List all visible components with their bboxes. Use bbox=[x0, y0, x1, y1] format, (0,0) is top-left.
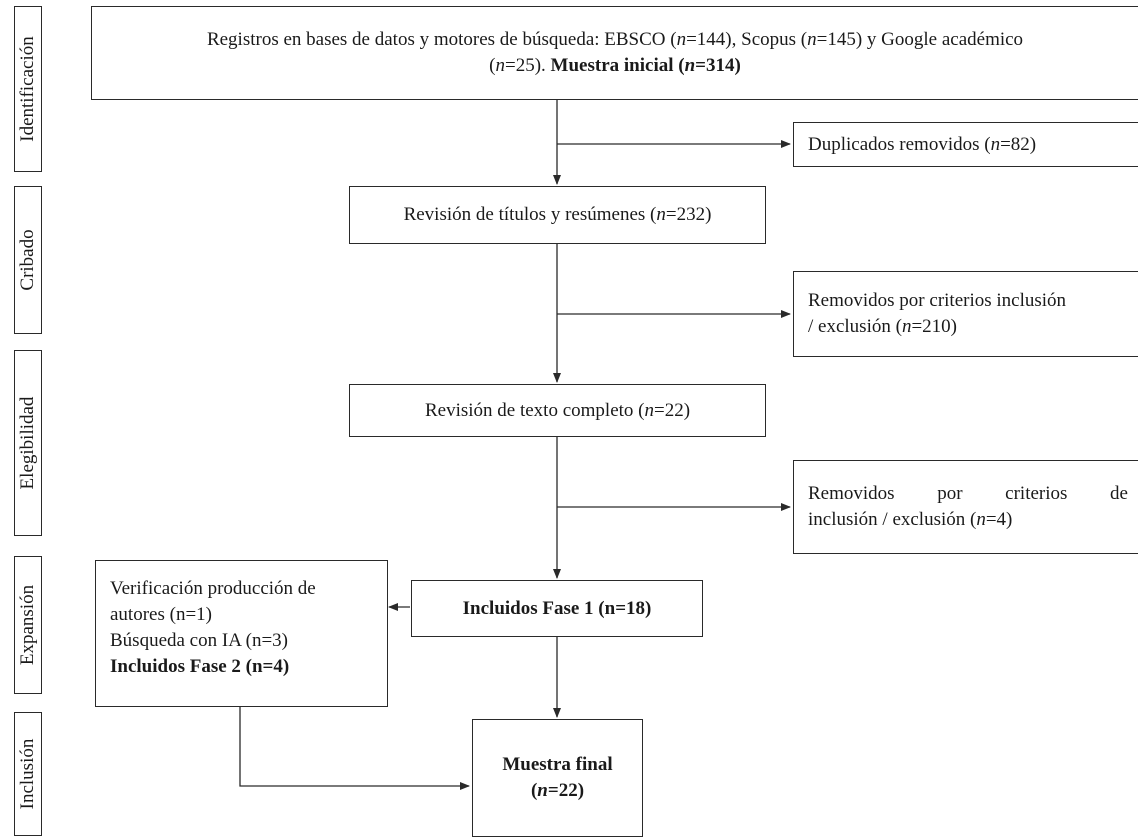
phase-cribado: Cribado bbox=[14, 186, 42, 334]
box-revision-titulos: Revisión de títulos y resúmenes (n=232) bbox=[349, 186, 766, 244]
registros-line1: Registros en bases de datos y motores de… bbox=[206, 29, 1024, 50]
phase-expansion: Expansión bbox=[14, 556, 42, 694]
box-removidos-criterios-1: Removidos por criterios inclusión / excl… bbox=[793, 271, 1138, 357]
box-revision-texto: Revisión de texto completo (n=22) bbox=[349, 384, 766, 437]
arrow-expansion-to-final bbox=[239, 707, 470, 790]
box-duplicados: Duplicados removidos (n =82) bbox=[793, 122, 1138, 167]
box-registros: Registros en bases de datos y motores de… bbox=[91, 6, 1138, 100]
box-muestra-final: Muestra final (n=22) bbox=[472, 719, 643, 837]
box-incluidos-fase-1: Incluidos Fase 1 (n=18) bbox=[411, 580, 703, 637]
phase-elegibilidad: Elegibilidad bbox=[14, 350, 42, 536]
phase-inclusion: Inclusión bbox=[14, 712, 42, 836]
box-removidos-criterios-2: Removidos por criterios de inclusión / e… bbox=[793, 460, 1138, 554]
box-expansion: Verificación producción de autores (n=1)… bbox=[95, 560, 388, 707]
registros-line2: (n=25). Muestra inicial (n=314) bbox=[489, 55, 741, 76]
phase-identificacion: Identificación bbox=[14, 6, 42, 172]
